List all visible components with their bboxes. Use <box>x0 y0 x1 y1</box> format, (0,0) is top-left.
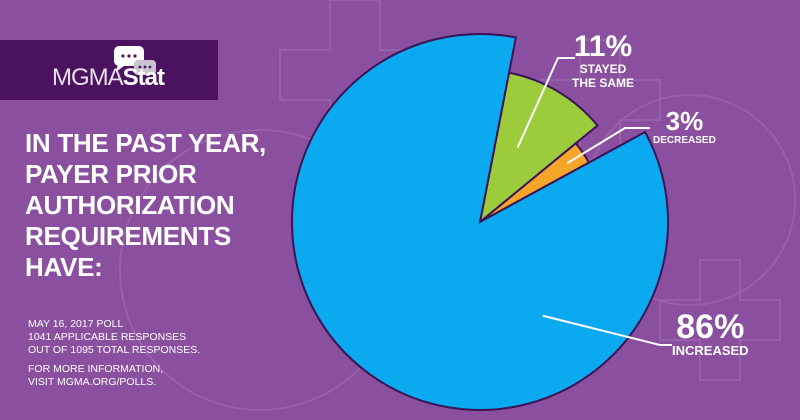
leader-line-increased <box>542 314 672 346</box>
label-decreased: 3% DECREASED <box>653 106 716 146</box>
mgma-stat-logo: MGMAStat <box>52 64 165 91</box>
leader-line-stayed <box>516 57 575 148</box>
label-increased: 86% INCREASED <box>672 308 749 358</box>
leader-line-decreased <box>566 127 650 164</box>
headline: IN THE PAST YEAR, PAYER PRIOR AUTHORIZAT… <box>25 128 266 282</box>
poll-info: MAY 16, 2017 POLL 1041 APPLICABLE RESPONS… <box>28 318 201 388</box>
slice-stayed-the-same <box>478 71 599 225</box>
slice-increased <box>291 33 669 411</box>
brand-banner <box>0 40 218 100</box>
label-stayed: 11% STAYED THE SAME <box>572 30 635 91</box>
chat-bubbles-icon <box>114 46 156 75</box>
